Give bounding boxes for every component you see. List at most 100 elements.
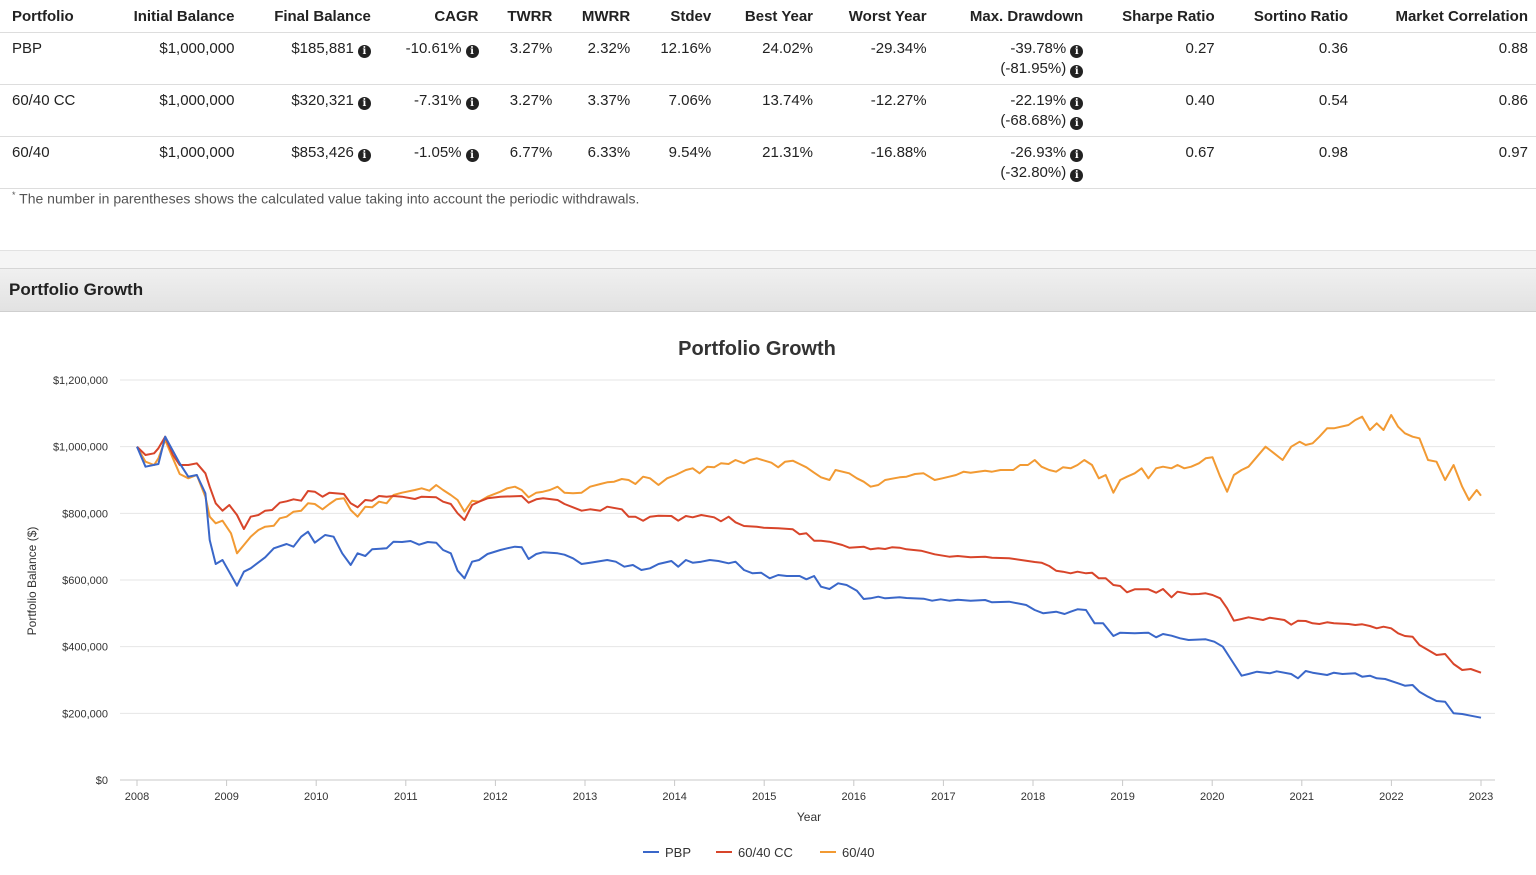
col-initial-balance[interactable]: Initial Balance [100, 0, 243, 33]
info-icon[interactable]: i [1070, 117, 1084, 130]
cell-max-drawdown: -22.19% i (-68.68%) i [934, 84, 1092, 137]
final-value: $185,881 [291, 40, 354, 57]
cell-portfolio: 60/40 CC [0, 84, 101, 137]
x-axis-ticks: 2008 2009 2010 2011 2012 2013 2014 2015 2016 2017… [125, 780, 1493, 803]
cell-worst-year: -29.34% [821, 32, 935, 85]
info-icon[interactable]: i [1070, 65, 1084, 78]
chart-title: Portfolio Growth [678, 338, 836, 360]
table-row: 60/40 $1,000,000 $853,426 i -1.05% i 6.77%… [0, 136, 1536, 189]
info-icon[interactable]: i [465, 97, 479, 110]
cell-sortino: 0.98 [1222, 136, 1357, 189]
chart-gridlines [120, 379, 1495, 781]
section-title: Portfolio Growth [9, 280, 144, 299]
cell-initial: $1,000,000 [100, 136, 243, 189]
final-value: $320,321 [291, 92, 354, 109]
info-icon[interactable]: i [1070, 97, 1084, 110]
x-tick-label: 2012 [483, 791, 507, 803]
legend-label: PBP [665, 845, 691, 860]
info-icon[interactable]: i [465, 45, 479, 58]
cell-cagr: -10.61% i [378, 32, 487, 85]
maxdd-adjusted-value: (-32.80%) [1000, 164, 1067, 181]
maxdd-adjusted-value: (-81.95%) [1000, 60, 1067, 77]
section-header: Portfolio Growth [0, 268, 1536, 312]
col-market-correlation[interactable]: Market Correlation [1356, 0, 1536, 33]
footnote-text: The number in parentheses shows the calc… [19, 190, 640, 207]
footnote: * The number in parentheses shows the ca… [12, 190, 639, 207]
maxdd-value: -39.78% [1010, 40, 1067, 57]
x-tick-label: 2020 [1200, 791, 1224, 803]
col-max-drawdown[interactable]: Max. Drawdown [934, 0, 1092, 33]
y-tick-label: $200,000 [62, 708, 108, 720]
x-tick-label: 2023 [1469, 791, 1493, 803]
cagr-value: -7.31% [413, 92, 462, 109]
x-tick-label: 2010 [304, 791, 328, 803]
cell-initial: $1,000,000 [100, 84, 243, 137]
cell-final: $853,426 i [242, 136, 379, 189]
y-tick-label: $800,000 [62, 508, 108, 520]
cell-correlation: 0.86 [1356, 84, 1536, 137]
final-value: $853,426 [291, 144, 354, 161]
x-tick-label: 2018 [1021, 791, 1045, 803]
series-line-pbp [136, 435, 1482, 719]
table-row: PBP $1,000,000 $185,881 i -10.61% i 3.27% … [0, 32, 1536, 85]
col-stdev[interactable]: Stdev [638, 0, 720, 33]
cell-twrr: 6.77% [486, 136, 561, 189]
x-tick-label: 2017 [931, 791, 955, 803]
cell-max-drawdown: -26.93% i (-32.80%) i [934, 136, 1092, 189]
cell-best-year: 21.31% [719, 136, 822, 189]
cell-stdev: 12.16% [638, 32, 720, 85]
x-tick-label: 2014 [662, 791, 686, 803]
info-icon[interactable]: i [1070, 149, 1084, 162]
col-twrr[interactable]: TWRR [486, 0, 561, 33]
x-tick-label: 2009 [214, 791, 238, 803]
section-divider [0, 250, 1536, 269]
col-final-balance[interactable]: Final Balance [242, 0, 379, 33]
maxdd-adjusted-value: (-68.68%) [1000, 112, 1067, 129]
maxdd-value: -22.19% [1010, 92, 1067, 109]
x-tick-label: 2011 [394, 791, 418, 803]
col-portfolio[interactable]: Portfolio [0, 0, 101, 33]
cell-twrr: 3.27% [486, 84, 561, 137]
info-icon[interactable]: i [1070, 45, 1084, 58]
info-icon[interactable]: i [357, 45, 371, 58]
info-icon[interactable]: i [357, 97, 371, 110]
cagr-value: -10.61% [405, 40, 462, 57]
cell-initial: $1,000,000 [100, 32, 243, 85]
cell-portfolio: 60/40 [0, 136, 101, 189]
cell-correlation: 0.88 [1356, 32, 1536, 85]
legend-label: 60/40 [842, 845, 875, 860]
col-best-year[interactable]: Best Year [719, 0, 822, 33]
legend-label: 60/40 CC [738, 845, 793, 860]
series-line-60-40 [136, 414, 1482, 555]
cell-sortino: 0.36 [1222, 32, 1357, 85]
col-cagr[interactable]: CAGR [378, 0, 487, 33]
y-axis-ticks: $0 $200,000 $400,000 $600,000 $800,000 $1,000… [53, 375, 108, 787]
cell-best-year: 24.02% [719, 32, 822, 85]
cell-mwrr: 2.32% [560, 32, 639, 85]
cell-best-year: 13.74% [719, 84, 822, 137]
cell-final: $320,321 i [242, 84, 379, 137]
x-tick-label: 2008 [125, 791, 149, 803]
footnote-mark: * [12, 190, 16, 200]
x-tick-label: 2013 [573, 791, 597, 803]
y-axis-label: Portfolio Balance ($) [25, 527, 39, 636]
col-mwrr[interactable]: MWRR [560, 0, 639, 33]
info-icon[interactable]: i [465, 149, 479, 162]
col-sortino-ratio[interactable]: Sortino Ratio [1222, 0, 1357, 33]
cell-sharpe: 0.67 [1091, 136, 1223, 189]
col-sharpe-ratio[interactable]: Sharpe Ratio [1091, 0, 1223, 33]
cell-worst-year: -12.27% [821, 84, 935, 137]
cell-stdev: 7.06% [638, 84, 720, 137]
col-worst-year[interactable]: Worst Year [821, 0, 935, 33]
info-icon[interactable]: i [1070, 169, 1084, 182]
cell-sharpe: 0.27 [1091, 32, 1223, 85]
x-tick-label: 2019 [1110, 791, 1134, 803]
cell-correlation: 0.97 [1356, 136, 1536, 189]
cell-portfolio: PBP [0, 32, 101, 85]
info-icon[interactable]: i [357, 149, 371, 162]
y-tick-label: $0 [96, 775, 108, 787]
cell-mwrr: 6.33% [560, 136, 639, 189]
table-row: 60/40 CC $1,000,000 $320,321 i -7.31% i 3.… [0, 84, 1536, 137]
portfolio-growth-chart: Portfolio Growth $0 $200,000 $400,000 $600,… [25, 338, 1495, 860]
maxdd-value: -26.93% [1010, 144, 1067, 161]
